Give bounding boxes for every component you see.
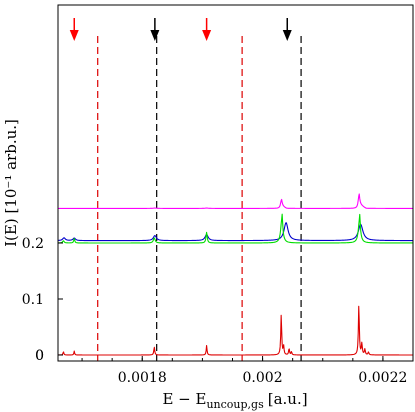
- arrow-1: [69, 18, 79, 41]
- y-tick-label: 0.2: [22, 236, 44, 252]
- dashed-lines: [97, 36, 302, 361]
- x-axis-label: E − Euncoup,gs [a.u.]: [162, 390, 307, 411]
- x-ticks: 0.0018 0.002 0.0022: [81, 356, 407, 386]
- arrows: [69, 18, 292, 41]
- y-ticks: 0.20.100: [22, 236, 63, 364]
- series-curve-2: [57, 222, 414, 242]
- plot-frame: [57, 4, 414, 362]
- series-curve-3: [57, 213, 414, 244]
- x-tick-label: 0.002: [243, 370, 283, 386]
- x-tick-label: 0.0018: [118, 370, 167, 386]
- series-curves: [57, 193, 414, 356]
- series-curve-4: [57, 305, 414, 356]
- series-curve-1: [57, 193, 414, 209]
- y-tick-label: 0: [35, 348, 44, 364]
- x-tick-label: 0.0022: [358, 370, 407, 386]
- y-tick-label: 0.1: [22, 292, 44, 308]
- arrow-3: [202, 18, 212, 41]
- y-tick-label: 0: [35, 348, 44, 364]
- arrow-2: [150, 18, 160, 41]
- y-axis-label: I(E) [10⁻¹ arb.u.]: [2, 119, 20, 247]
- arrow-4: [282, 18, 292, 41]
